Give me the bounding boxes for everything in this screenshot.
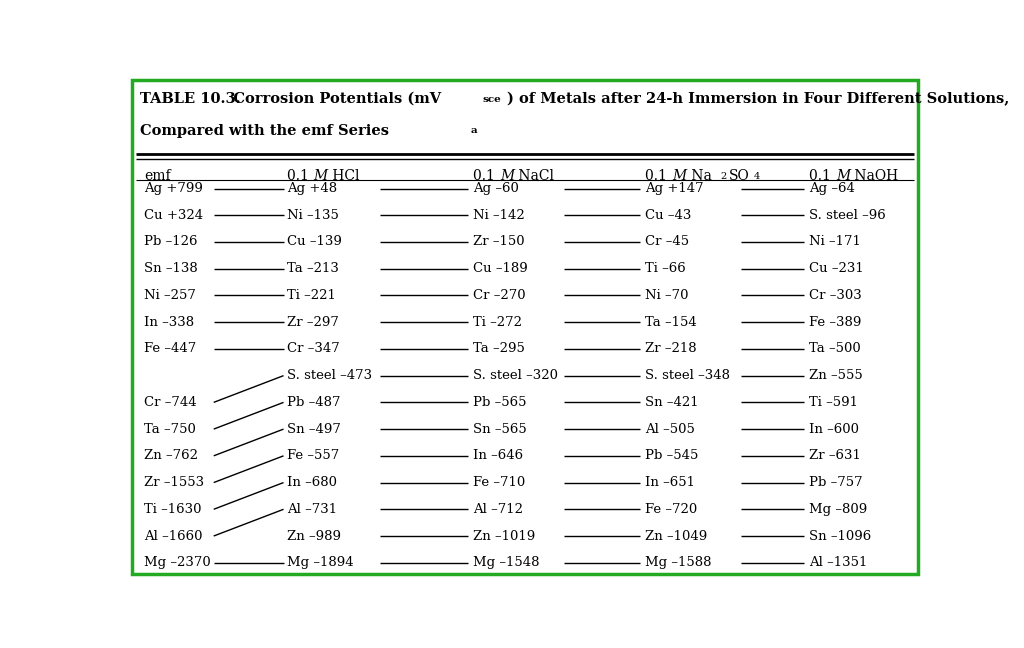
Text: Ag –60: Ag –60 (473, 182, 519, 195)
Text: Mg –809: Mg –809 (809, 503, 867, 516)
Text: Zn –555: Zn –555 (809, 369, 862, 382)
Text: Zn –1019: Zn –1019 (473, 529, 536, 542)
Text: Sn –421: Sn –421 (645, 396, 699, 409)
Text: Al –731: Al –731 (287, 503, 337, 516)
Text: Zr –1553: Zr –1553 (143, 476, 204, 489)
Text: Compared with the emf Series: Compared with the emf Series (140, 124, 389, 138)
Text: S. steel –348: S. steel –348 (645, 369, 730, 382)
Text: Ag +48: Ag +48 (287, 182, 337, 195)
Text: S. steel –473: S. steel –473 (287, 369, 372, 382)
Text: Mg –1894: Mg –1894 (287, 556, 353, 569)
Text: S. steel –96: S. steel –96 (809, 209, 886, 222)
Text: 0.1: 0.1 (287, 168, 311, 183)
Text: Cu –43: Cu –43 (645, 209, 692, 222)
Text: M: M (673, 168, 687, 183)
Text: Ag +799: Ag +799 (143, 182, 203, 195)
Text: Mg –1548: Mg –1548 (473, 556, 540, 569)
Text: 0.1: 0.1 (809, 168, 834, 183)
Text: 2: 2 (720, 172, 726, 181)
Text: Na: Na (687, 168, 712, 183)
Text: Pb –126: Pb –126 (143, 235, 198, 248)
Text: Al –1660: Al –1660 (143, 529, 203, 542)
Text: Cr –347: Cr –347 (287, 342, 340, 355)
Text: Sn –497: Sn –497 (287, 422, 341, 435)
Text: Ta –750: Ta –750 (143, 422, 196, 435)
Text: Ni –70: Ni –70 (645, 289, 689, 302)
Text: Pb –545: Pb –545 (645, 449, 698, 462)
Text: a: a (471, 126, 477, 135)
Text: Al –1351: Al –1351 (809, 556, 867, 569)
Text: 0.1: 0.1 (473, 168, 498, 183)
Text: emf: emf (143, 168, 171, 183)
Text: 4: 4 (754, 172, 761, 181)
Text: Cr –303: Cr –303 (809, 289, 861, 302)
Text: Ta –295: Ta –295 (473, 342, 525, 355)
Text: Fe –557: Fe –557 (287, 449, 339, 462)
Text: Cu –189: Cu –189 (473, 262, 528, 275)
Text: Corrosion Potentials (mV: Corrosion Potentials (mV (218, 92, 440, 106)
Text: ) of Metals after 24-h Immersion in Four Different Solutions,: ) of Metals after 24-h Immersion in Four… (507, 92, 1010, 106)
Text: Ti –591: Ti –591 (809, 396, 858, 409)
Text: Cr –270: Cr –270 (473, 289, 526, 302)
Text: Ni –142: Ni –142 (473, 209, 525, 222)
Text: sce: sce (482, 95, 502, 104)
Text: Sn –1096: Sn –1096 (809, 529, 871, 542)
Text: Ti –66: Ti –66 (645, 262, 686, 275)
Text: Ni –257: Ni –257 (143, 289, 196, 302)
Text: Ag –64: Ag –64 (809, 182, 855, 195)
Text: Cr –744: Cr –744 (143, 396, 197, 409)
Text: Fe –710: Fe –710 (473, 476, 525, 489)
Text: In –338: In –338 (143, 316, 194, 329)
Text: Al –712: Al –712 (473, 503, 523, 516)
Text: Fe –720: Fe –720 (645, 503, 697, 516)
Text: Fe –389: Fe –389 (809, 316, 861, 329)
Text: Cu +324: Cu +324 (143, 209, 203, 222)
Text: Ta –500: Ta –500 (809, 342, 860, 355)
Text: In –646: In –646 (473, 449, 523, 462)
Text: Zn –762: Zn –762 (143, 449, 198, 462)
Text: Fe –447: Fe –447 (143, 342, 197, 355)
Text: Ti –1630: Ti –1630 (143, 503, 202, 516)
Text: Pb –487: Pb –487 (287, 396, 340, 409)
Text: Ta –154: Ta –154 (645, 316, 697, 329)
Text: Ag +147: Ag +147 (645, 182, 705, 195)
Text: Sn –138: Sn –138 (143, 262, 198, 275)
Text: In –680: In –680 (287, 476, 337, 489)
Text: Al –505: Al –505 (645, 422, 695, 435)
Text: M: M (313, 168, 328, 183)
Text: Ni –135: Ni –135 (287, 209, 339, 222)
Text: NaCl: NaCl (514, 168, 554, 183)
Text: Zr –297: Zr –297 (287, 316, 339, 329)
Text: Ta –213: Ta –213 (287, 262, 339, 275)
Text: SO: SO (729, 168, 750, 183)
Text: TABLE 10.3.: TABLE 10.3. (140, 92, 241, 106)
Text: M: M (500, 168, 514, 183)
Text: Cr –45: Cr –45 (645, 235, 689, 248)
Text: 0.1: 0.1 (645, 168, 670, 183)
Text: Ni –171: Ni –171 (809, 235, 861, 248)
Text: M: M (836, 168, 850, 183)
Text: S. steel –320: S. steel –320 (473, 369, 558, 382)
Text: Zn –1049: Zn –1049 (645, 529, 708, 542)
Text: Mg –1588: Mg –1588 (645, 556, 712, 569)
Text: NaOH: NaOH (850, 168, 898, 183)
Text: Pb –757: Pb –757 (809, 476, 862, 489)
Text: HCl: HCl (328, 168, 359, 183)
Text: Ti –272: Ti –272 (473, 316, 522, 329)
Text: In –600: In –600 (809, 422, 859, 435)
Text: Zr –631: Zr –631 (809, 449, 861, 462)
Text: Sn –565: Sn –565 (473, 422, 527, 435)
Text: Mg –2370: Mg –2370 (143, 556, 211, 569)
Text: Cu –231: Cu –231 (809, 262, 863, 275)
Text: Ti –221: Ti –221 (287, 289, 336, 302)
Text: Cu –139: Cu –139 (287, 235, 342, 248)
Text: Zr –150: Zr –150 (473, 235, 525, 248)
Text: Zr –218: Zr –218 (645, 342, 697, 355)
FancyBboxPatch shape (132, 80, 918, 574)
Text: In –651: In –651 (645, 476, 695, 489)
Text: Pb –565: Pb –565 (473, 396, 526, 409)
Text: Zn –989: Zn –989 (287, 529, 341, 542)
